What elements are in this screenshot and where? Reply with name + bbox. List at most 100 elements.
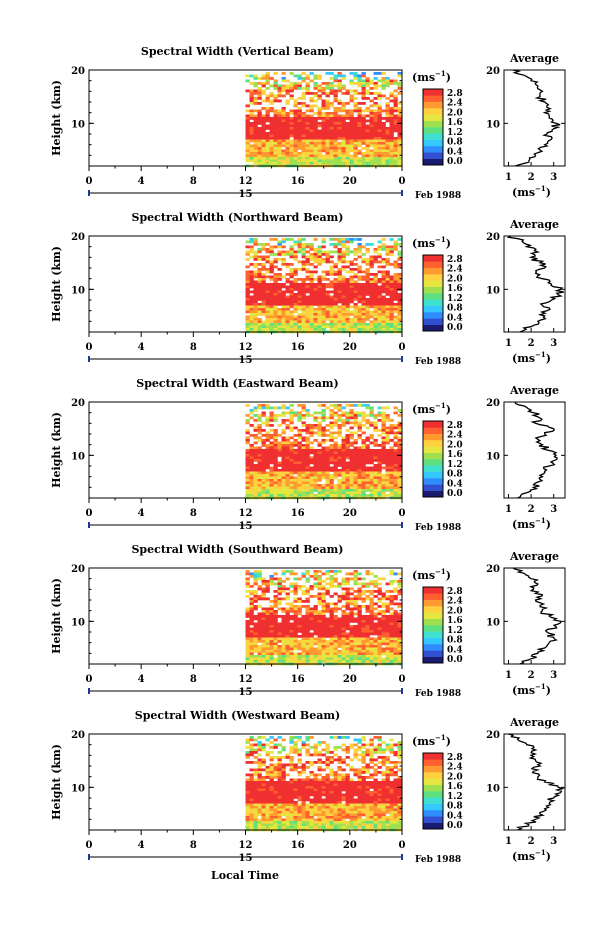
heatmap-cell bbox=[357, 635, 362, 638]
heatmap-cell bbox=[345, 476, 350, 480]
heatmap-cell bbox=[337, 270, 342, 274]
heatmap-cell bbox=[309, 295, 314, 299]
heatmap-cell bbox=[301, 154, 306, 158]
heatmap-cell bbox=[365, 97, 370, 100]
heatmap-cell bbox=[373, 293, 378, 296]
heatmap-cell bbox=[269, 293, 274, 296]
heatmap-cell bbox=[341, 637, 346, 641]
heatmap-cell bbox=[369, 87, 374, 90]
heatmap-cell bbox=[365, 147, 370, 150]
heatmap-cell bbox=[297, 434, 302, 437]
heatmap-cell bbox=[329, 577, 334, 581]
heatmap-cell bbox=[249, 248, 254, 251]
heatmap-cell bbox=[325, 72, 330, 75]
heatmap-cell bbox=[249, 124, 254, 128]
heatmap-cell bbox=[385, 137, 390, 140]
heatmap-cell bbox=[305, 310, 310, 314]
colorbar-swatch bbox=[423, 280, 443, 287]
heatmap-cell bbox=[369, 582, 374, 586]
heatmap-cell bbox=[365, 114, 370, 118]
heatmap-cell bbox=[273, 305, 278, 309]
heatmap-cell bbox=[389, 464, 394, 467]
heatmap-cell bbox=[317, 122, 322, 125]
heatmap-cell bbox=[281, 275, 286, 279]
heatmap-cell bbox=[393, 587, 398, 591]
heatmap-cell bbox=[381, 486, 386, 490]
heatmap-cell bbox=[285, 119, 290, 123]
heatmap-cell bbox=[285, 154, 290, 158]
heatmap-cell bbox=[269, 94, 274, 98]
heatmap-cell bbox=[321, 275, 326, 279]
heatmap-cell bbox=[397, 280, 402, 284]
heatmap-cell bbox=[273, 109, 278, 113]
heatmap-cell bbox=[269, 657, 274, 661]
heatmap-cell bbox=[277, 630, 282, 633]
heatmap-cell bbox=[337, 446, 342, 450]
heatmap-cell bbox=[301, 484, 306, 487]
heatmap-cell bbox=[269, 124, 274, 128]
heatmap-cell bbox=[357, 300, 362, 304]
heatmap-cell bbox=[253, 436, 258, 440]
heatmap-cell bbox=[325, 142, 330, 145]
heatmap-cell bbox=[297, 157, 302, 160]
heatmap-cell bbox=[253, 288, 258, 291]
heatmap-cell bbox=[389, 439, 394, 442]
heatmap-cell bbox=[389, 484, 394, 487]
heatmap-cell bbox=[321, 142, 326, 145]
heatmap-cell bbox=[397, 590, 402, 593]
heatmap-cell bbox=[321, 431, 326, 435]
heatmap-cell bbox=[397, 446, 402, 450]
heatmap-cell bbox=[285, 162, 290, 165]
heatmap-cell bbox=[285, 489, 290, 492]
heatmap-cell bbox=[293, 310, 298, 314]
heatmap-cell bbox=[305, 456, 310, 460]
heatmap-cell bbox=[293, 605, 298, 608]
heatmap-cell bbox=[265, 305, 270, 309]
heatmap-cell bbox=[301, 605, 306, 608]
heatmap-cell bbox=[353, 655, 358, 658]
heatmap-cell bbox=[345, 117, 350, 120]
heatmap-cell bbox=[305, 298, 310, 301]
heatmap-cell bbox=[321, 320, 326, 324]
heatmap-cell bbox=[393, 283, 398, 286]
heatmap-cell bbox=[273, 122, 278, 125]
heatmap-cell bbox=[261, 275, 266, 279]
heatmap-cell bbox=[349, 114, 354, 118]
heatmap-cell bbox=[349, 137, 354, 140]
heatmap-cell bbox=[397, 494, 402, 497]
heatmap-cell bbox=[369, 313, 374, 316]
heatmap-cell bbox=[253, 414, 258, 417]
colorbar-swatch bbox=[423, 484, 443, 491]
heatmap-cell bbox=[317, 305, 322, 309]
heatmap-cell bbox=[293, 253, 298, 256]
heatmap-cell bbox=[345, 149, 350, 153]
heatmap-cell bbox=[349, 444, 354, 447]
heatmap-cell bbox=[321, 650, 326, 653]
heatmap-cell bbox=[353, 605, 358, 608]
heatmap-cell bbox=[245, 456, 250, 460]
heatmap-cell bbox=[313, 325, 318, 329]
heatmap-cell bbox=[325, 476, 330, 480]
heatmap-cell bbox=[389, 635, 394, 638]
heatmap-cell bbox=[265, 77, 270, 80]
heatmap-cell bbox=[361, 494, 366, 497]
heatmap-cell bbox=[309, 275, 314, 279]
heatmap-cell bbox=[345, 582, 350, 586]
heatmap-cell bbox=[297, 446, 302, 450]
heatmap-cell bbox=[321, 471, 326, 475]
heatmap-cell bbox=[333, 640, 338, 643]
heatmap-cell bbox=[337, 585, 342, 588]
heatmap-cell bbox=[321, 600, 326, 603]
heatmap-cell bbox=[269, 474, 274, 477]
heatmap-cell bbox=[369, 157, 374, 160]
heatmap-cell bbox=[377, 288, 382, 291]
heatmap-cell bbox=[309, 325, 314, 329]
colorbar-tick-label: 0.0 bbox=[447, 489, 463, 499]
heatmap-cell bbox=[269, 446, 274, 450]
heatmap-cell bbox=[381, 444, 386, 447]
heatmap-cell bbox=[309, 149, 314, 153]
heatmap-cell bbox=[389, 469, 394, 472]
heatmap-cell bbox=[257, 577, 262, 581]
heatmap-cell bbox=[289, 429, 294, 432]
heatmap-cell bbox=[245, 585, 250, 588]
